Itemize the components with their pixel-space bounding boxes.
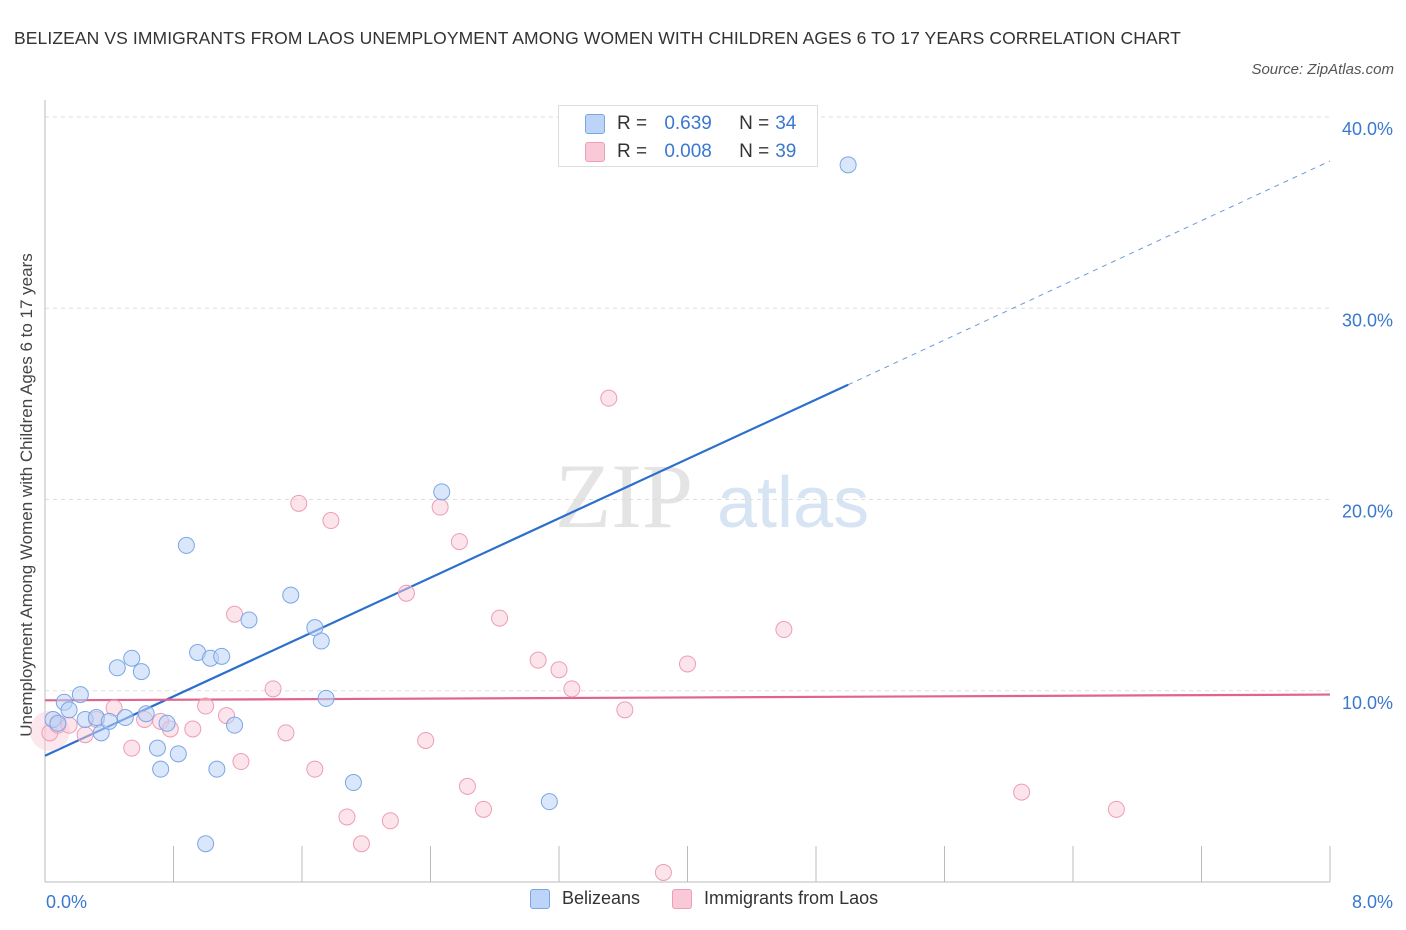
laos-point (381, 812, 399, 830)
belizeans-point (152, 760, 170, 778)
laos-point (1107, 800, 1125, 818)
laos-point (264, 680, 282, 698)
belizeans-point (169, 745, 187, 763)
points (29, 156, 1125, 881)
laos-point (76, 726, 94, 744)
laos-swatch (585, 142, 605, 162)
stats-legend: R = 0.639 N = 34 R = 0.008 N = 39 (558, 105, 818, 167)
watermark-atlas: atlas (717, 463, 869, 543)
laos-point (123, 739, 141, 757)
grid (45, 116, 1330, 692)
belizeans-point (839, 156, 857, 174)
belizeans-point (226, 716, 244, 734)
y-tick-label: 20.0% (1342, 502, 1393, 522)
belizeans-point (158, 714, 176, 732)
legend: Belizeans Immigrants from Laos (530, 888, 910, 909)
belizeans-point (60, 701, 78, 719)
laos-point (550, 661, 568, 679)
belizeans-point (208, 760, 226, 778)
belizeans-point (177, 536, 195, 554)
stats-row-laos: R = 0.008 N = 39 (585, 138, 796, 166)
belizeans-point (344, 774, 362, 792)
belizeans-point (317, 689, 335, 707)
belizeans-swatch (585, 114, 605, 134)
laos-point (563, 680, 581, 698)
belizeans-point (213, 647, 231, 665)
laos-point (290, 494, 308, 512)
belizeans-point (312, 632, 330, 650)
belizeans-point (433, 483, 451, 501)
laos-point (654, 863, 672, 881)
laos-point (306, 760, 324, 778)
laos-point (322, 512, 340, 530)
laos-point (475, 800, 493, 818)
stats-row-belizeans: R = 0.639 N = 34 (585, 110, 796, 138)
belizeans-point (540, 793, 558, 811)
belizeans-point (116, 709, 134, 727)
r-label: R = (617, 113, 648, 134)
belizeans-trend-extension (847, 160, 1331, 386)
belizeans-trend-line (44, 383, 849, 757)
belizeans-point (132, 663, 150, 681)
belizeans-point (240, 611, 258, 629)
n-label: N = (739, 141, 770, 162)
x-tick-label: 0.0% (46, 892, 87, 912)
legend-item-laos: Immigrants from Laos (672, 888, 878, 909)
laos-point (338, 808, 356, 826)
belizeans-point (197, 835, 215, 853)
r-label: R = (617, 141, 648, 162)
legend-label-belizeans: Belizeans (562, 888, 641, 908)
belizeans-point (123, 649, 141, 667)
n-value: 39 (775, 141, 797, 162)
belizeans-point (108, 659, 126, 677)
tick-labels: 10.0% 20.0% 30.0% 40.0% 0.0% 8.0% (46, 119, 1393, 912)
trend-lines (44, 160, 1331, 757)
laos-point (397, 584, 415, 602)
laos-point (491, 609, 509, 627)
y-tick-label: 10.0% (1342, 693, 1393, 713)
laos-point (226, 605, 244, 623)
n-value: 34 (775, 113, 797, 134)
laos-point (450, 533, 468, 551)
r-value: 0.008 (664, 141, 712, 162)
y-tick-label: 30.0% (1342, 310, 1393, 330)
laos-point (616, 701, 634, 719)
laos-point (352, 835, 370, 853)
laos-point (679, 655, 696, 673)
source-label: Source: ZipAtlas.com (1251, 61, 1394, 78)
r-value: 0.639 (664, 113, 712, 134)
laos-point (417, 731, 435, 749)
laos-point (529, 651, 547, 669)
belizeans-point (71, 686, 89, 704)
belizeans-point (137, 705, 155, 723)
axes (44, 100, 1331, 883)
x-tick-label: 8.0% (1352, 892, 1393, 912)
chart-title: BELIZEAN VS IMMIGRANTS FROM LAOS UNEMPLO… (14, 28, 1181, 48)
laos-point (458, 777, 476, 795)
belizeans-point (148, 739, 166, 757)
laos-point (184, 720, 202, 738)
laos-point (277, 724, 295, 742)
y-tick-label: 40.0% (1342, 119, 1393, 139)
laos-point (1013, 783, 1031, 801)
laos-point (232, 753, 250, 771)
laos-point (600, 389, 618, 407)
belizeans-point (49, 714, 67, 732)
n-label: N = (739, 113, 770, 134)
belizeans-point (282, 586, 300, 604)
legend-swatch-laos (672, 888, 693, 909)
laos-point (431, 498, 449, 516)
belizeans-point (100, 712, 118, 730)
watermark-zip: ZIP (555, 445, 693, 547)
legend-label-laos: Immigrants from Laos (704, 888, 879, 908)
laos-point (197, 697, 215, 715)
legend-swatch-belizeans (530, 888, 550, 909)
laos-trend-line (44, 693, 1331, 702)
watermark: ZIP atlas (555, 445, 869, 547)
laos-point (775, 621, 793, 639)
legend-item-belizeans: Belizeans (530, 888, 640, 909)
